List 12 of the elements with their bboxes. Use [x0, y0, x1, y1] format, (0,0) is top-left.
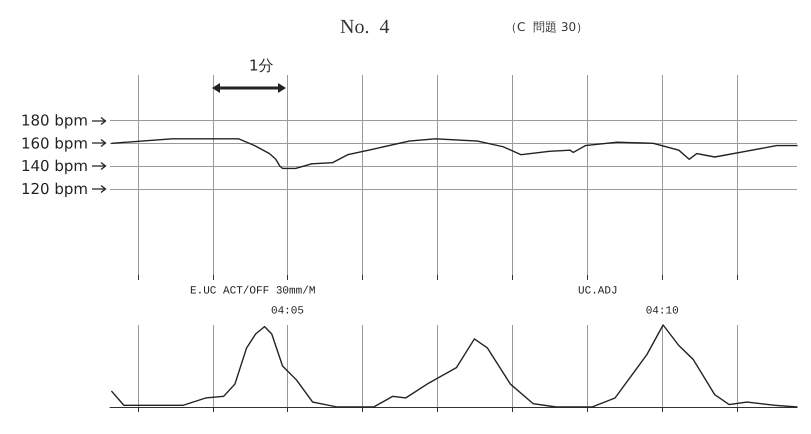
- y-tick-label: 140 bpm: [20, 157, 88, 176]
- text: UC.ADJ: [578, 286, 618, 298]
- y-tick-label: 120 bpm: [20, 180, 88, 198]
- y-tick-label: 160 bpm: [20, 134, 88, 152]
- x-tick-label: 04:05: [270, 306, 304, 318]
- chart-subtitle: （C 問題 30）: [505, 20, 588, 34]
- text: 1分: [249, 56, 274, 74]
- chart-title: No. 4: [340, 16, 390, 38]
- y-tick-label: 180 bpm: [20, 112, 88, 130]
- x-tick-label: 04:10: [646, 306, 679, 318]
- line-series: [111, 138, 798, 170]
- text: E.UC ACT/OFF 30mm/M: [190, 286, 316, 298]
